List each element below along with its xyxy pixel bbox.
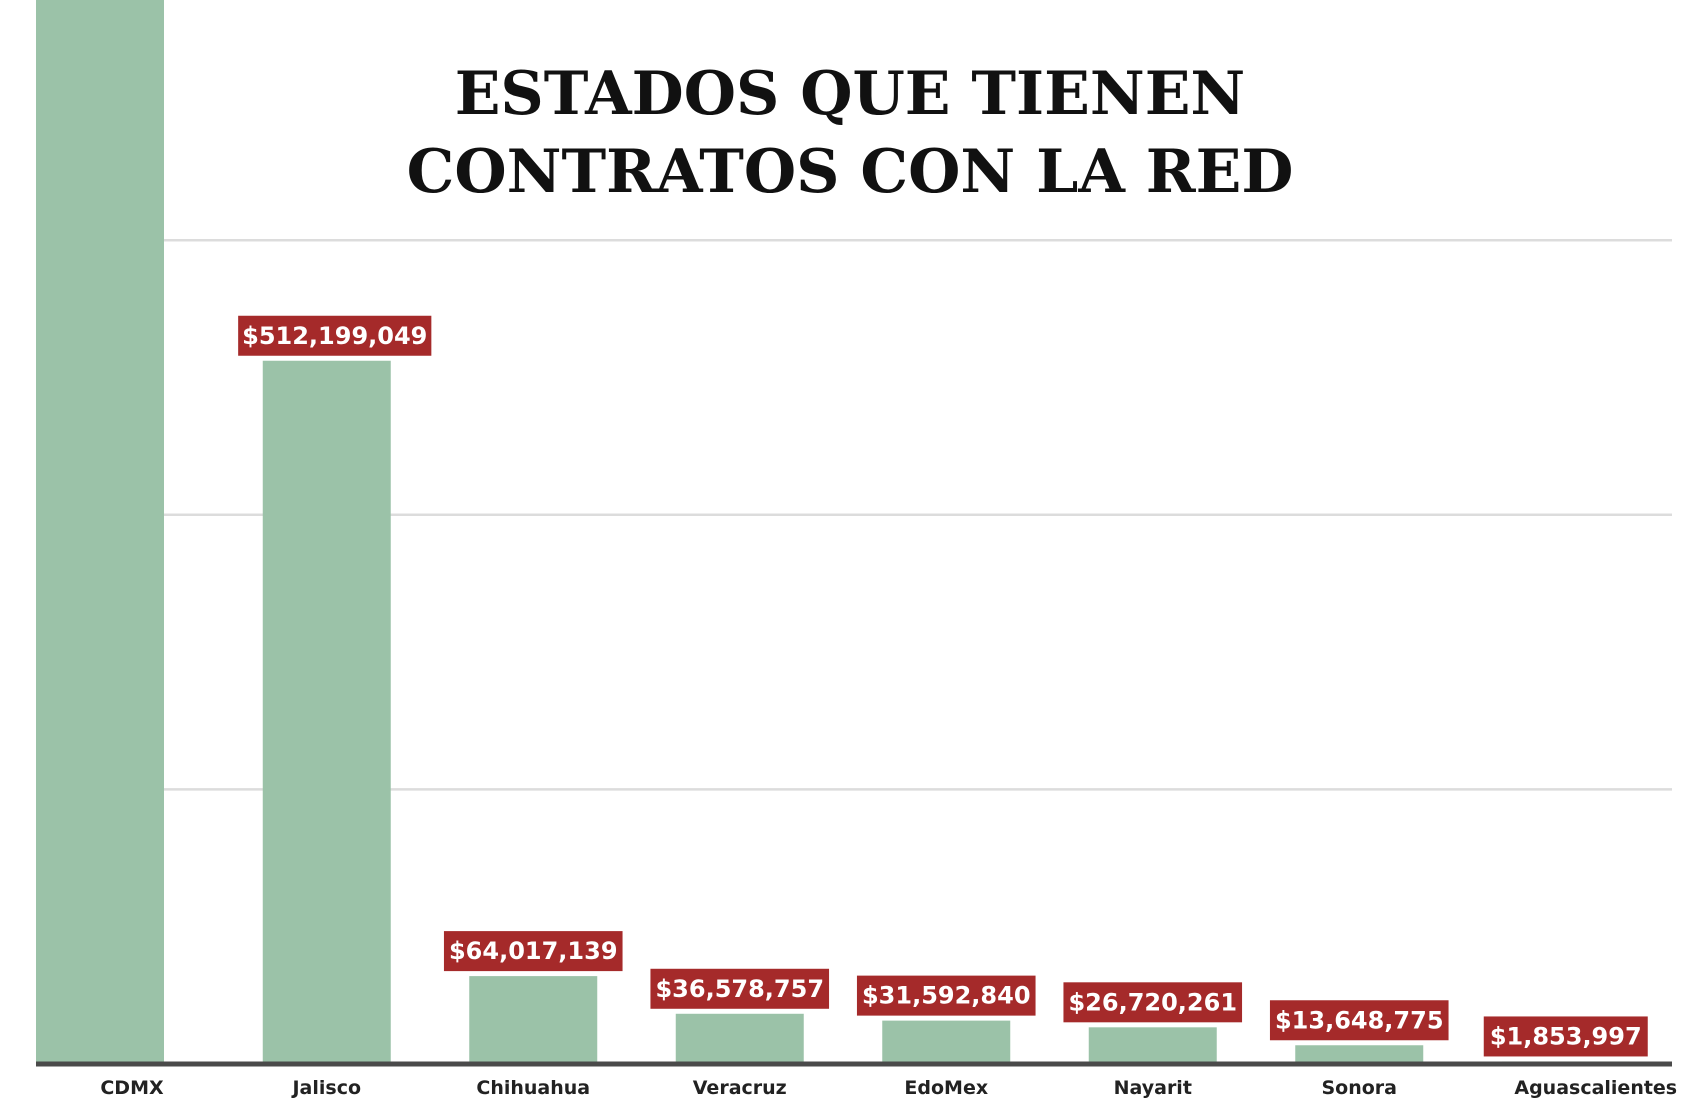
value-label-jalisco: $512,199,049 [242, 322, 427, 350]
bar-chihuahua [469, 976, 598, 1064]
value-label-edomex: $31,592,840 [862, 982, 1031, 1010]
bar-jalisco [262, 360, 391, 1064]
value-label-box-jalisco [238, 315, 432, 356]
category-label-veracruz: Veracruz [693, 1077, 787, 1099]
value-label-sonora: $13,648,775 [1275, 1006, 1444, 1034]
value-label-box-nayarit [1063, 982, 1243, 1023]
category-label-chihuahua: Chihuahua [476, 1077, 590, 1099]
chart-title-line-2: CONTRATOS CON LA RED [407, 137, 1294, 207]
chart-title-line-1: ESTADOS QUE TIENEN [455, 59, 1246, 129]
bar-nayarit [1088, 1027, 1217, 1064]
value-label-box-edomex [856, 975, 1036, 1016]
value-label-nayarit: $26,720,261 [1068, 988, 1237, 1016]
value-label-chihuahua: $64,017,139 [449, 937, 618, 965]
category-label-sonora: Sonora [1321, 1077, 1397, 1099]
bar-edomex [882, 1020, 1011, 1064]
category-labels: CDMX Jalisco Chihuahua Veracruz EdoMex Nayari… [100, 1077, 1677, 1099]
value-label-box-aguascalientes [1483, 1016, 1648, 1057]
bar-veracruz [675, 1013, 804, 1064]
value-labels: $1,231,596,191$512,199,049$64,017,139$36… [238, 315, 1648, 1057]
category-label-cdmx: CDMX [100, 1077, 164, 1099]
bar-cdmx [36, 0, 164, 1064]
category-label-edomex: EdoMex [904, 1077, 988, 1099]
value-label-aguascalientes: $1,853,997 [1490, 1022, 1642, 1050]
category-label-nayarit: Nayarit [1114, 1077, 1192, 1099]
category-label-aguascalientes: Aguascalientes [1514, 1077, 1677, 1099]
category-label-jalisco: Jalisco [290, 1077, 361, 1099]
value-label-veracruz: $36,578,757 [655, 975, 824, 1003]
value-label-box-sonora [1269, 1000, 1449, 1041]
value-label-box-veracruz [650, 968, 830, 1009]
bar-sonora [1295, 1045, 1424, 1064]
value-label-box-chihuahua [443, 931, 623, 972]
